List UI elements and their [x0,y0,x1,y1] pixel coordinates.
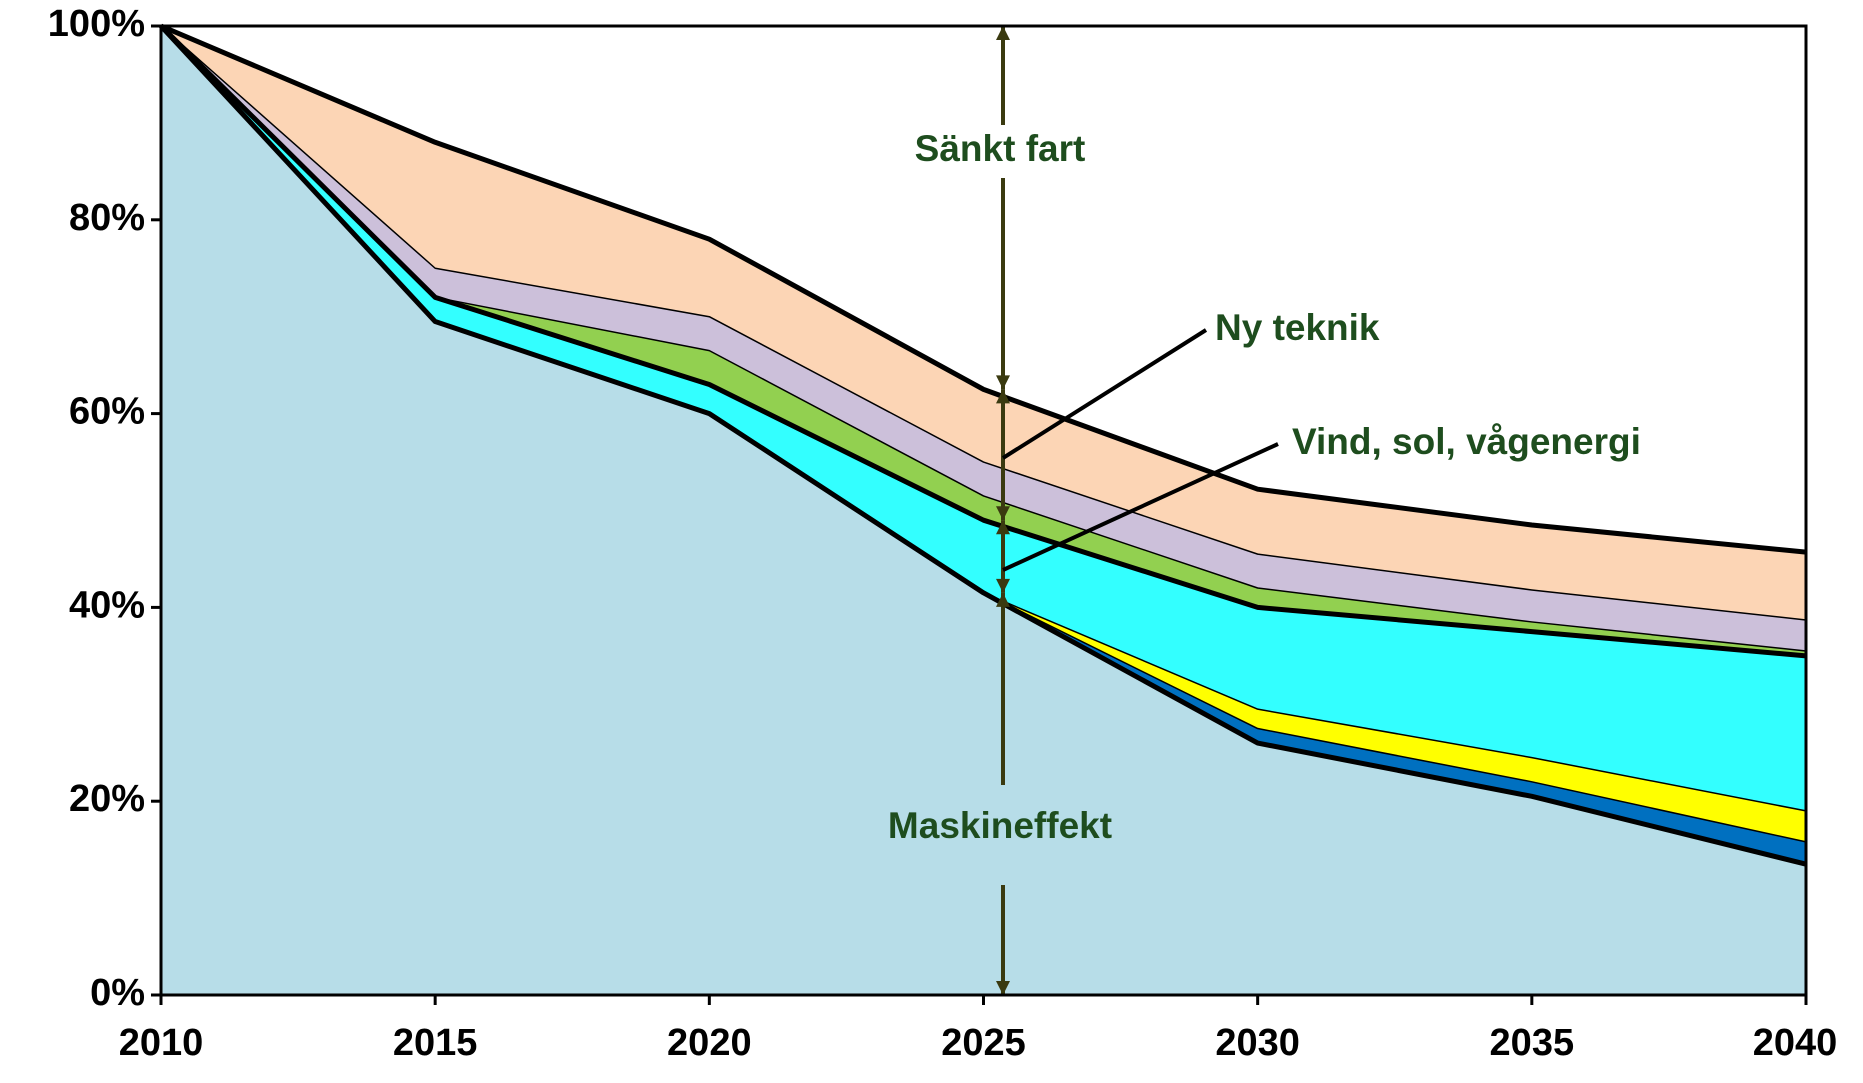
y-tick-label: 60% [69,391,145,433]
area [161,26,1806,995]
area [161,26,1806,620]
x-tick-label: 2015 [393,1022,478,1064]
y-tick-label: 40% [69,584,145,626]
y-tick-label: 80% [69,197,145,239]
area [161,26,1806,811]
annotation: Vind, sol, vågenergi [1292,421,1641,462]
leader-line [1002,442,1279,572]
x-tick-label: 2035 [1490,1022,1575,1064]
arrow-head [996,592,1010,607]
arrow-head [996,578,1010,593]
x-tick-label: 2025 [941,1022,1026,1064]
area-edge [160,25,1807,812]
arrow-head [996,981,1010,995]
area-edge [160,23,1807,555]
arrow-head [996,26,1010,40]
annotation: Maskineffekt [888,805,1112,846]
x-tick-label: 2010 [119,1022,204,1064]
annotation: Sänkt fart [915,128,1086,169]
leader-line [1001,328,1208,460]
area-edge [160,25,1807,652]
arrow-head [996,520,1010,535]
arrow-head [996,375,1010,390]
x-tick-label: 2040 [1753,1022,1838,1064]
y-tick-label: 20% [69,778,145,820]
arrow-head [996,389,1010,404]
x-tick-label: 2020 [667,1022,752,1064]
y-tick-label: 0% [90,972,145,1014]
y-tick-label: 100% [48,3,145,45]
arrow-head [996,506,1010,521]
annotation: Ny teknik [1215,307,1380,348]
x-tick-label: 2030 [1215,1022,1300,1064]
area-edge [160,25,1807,621]
